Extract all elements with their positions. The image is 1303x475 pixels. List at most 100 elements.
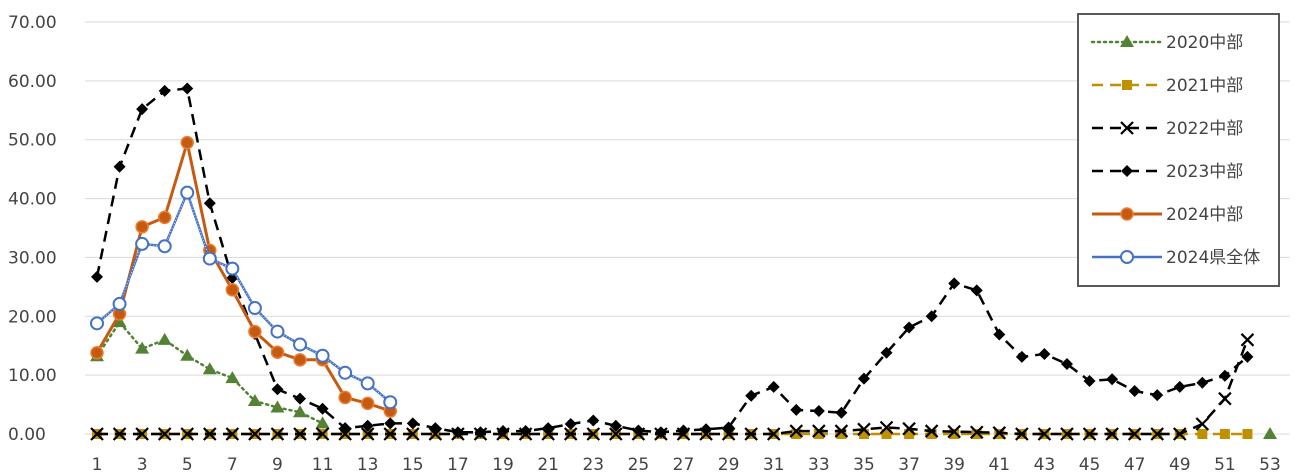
data-point [790,403,803,416]
data-point [970,284,983,297]
x-tick-label: 19 [492,455,514,475]
data-point [947,424,961,439]
series-lines [90,82,1277,441]
data-point [904,429,915,439]
data-point [1195,417,1210,431]
y-tick-label: 60.00 [8,72,57,92]
y-axis-tick-labels: 0.00 10.00 20.00 30.00 40.00 50.00 60.00 70.00 [8,13,57,445]
legend-marker [1120,121,1134,135]
legend-label: 2021中部 [1166,76,1243,96]
legend-item: 2022中部 [1092,119,1243,139]
data-point [812,405,825,418]
data-point [270,427,285,441]
data-point [113,160,126,173]
series-line [95,87,1249,434]
data-point [1037,427,1052,441]
data-point [903,321,916,334]
data-point [406,417,419,430]
data-point [677,424,690,437]
x-tick-label: 31 [763,455,785,475]
data-point [90,427,104,441]
x-tick-label: 51 [1214,455,1236,475]
data-point [1038,347,1051,360]
data-point [813,429,824,439]
data-point [316,402,329,415]
data-point [429,422,442,435]
data-point [879,420,894,435]
data-point [1240,333,1255,347]
data-point [564,417,577,430]
data-point [293,337,308,352]
data-point [926,429,937,439]
data-point [383,395,398,410]
data-point [293,405,308,418]
data-point [609,427,623,441]
data-point [315,427,330,441]
data-point [203,197,216,210]
data-point [225,261,240,276]
x-tick-label: 41 [988,455,1010,475]
data-point [812,424,826,438]
data-point [248,324,262,339]
data-point [360,376,375,391]
data-point [1150,427,1164,441]
data-point [721,427,736,441]
data-point [992,426,1007,440]
y-tick-label: 70.00 [8,13,57,33]
y-tick-label: 50.00 [8,131,57,151]
x-tick-label: 27 [673,455,695,475]
data-point [632,424,645,437]
data-point [1218,391,1232,406]
data-point [902,421,916,436]
data-point [180,185,195,200]
y-tick-label: 20.00 [8,307,57,327]
data-point [180,348,195,361]
data-point [157,332,172,345]
legend-marker [1121,165,1133,177]
data-point [338,390,352,405]
data-point [1106,373,1119,386]
data-point [1218,369,1231,382]
data-point [225,427,240,441]
data-point [1015,427,1029,441]
data-point [338,365,353,380]
data-point [587,414,600,427]
data-point [360,427,375,441]
legend-item: 2024県全体 [1092,248,1260,268]
data-point [609,419,622,432]
data-point [136,103,149,116]
data-point [248,427,262,441]
data-point [586,427,601,441]
x-tick-label: 37 [898,455,920,475]
legend-marker [1120,250,1134,264]
x-tick-label: 45 [1079,455,1101,475]
x-axis-tick-labels: 1 3 5 7 9 11 13 15 17 19 21 23 25 27 29 31 33 35 37 39 41 43 4… [92,455,1281,475]
data-point [339,422,352,435]
data-point [1196,376,1209,389]
data-point [1173,380,1186,393]
data-point [1060,427,1074,441]
data-point [112,427,127,441]
data-point [293,427,307,441]
data-point [270,400,285,413]
legend-label: 2022中部 [1166,119,1243,139]
x-tick-label: 13 [357,455,379,475]
data-point [971,429,982,439]
data-point [157,239,172,254]
legend: 2020中部 2021中部 2022中部 2023中部 2024中部 2024県全体 [1077,13,1280,287]
data-point [112,296,127,311]
data-point [271,383,284,396]
data-point [294,392,307,405]
data-point [90,316,104,331]
data-point [135,220,149,234]
data-point [202,362,217,375]
gridlines [85,21,1290,435]
data-point [924,424,939,438]
data-point [361,419,374,432]
data-point [767,380,780,393]
data-point [181,82,194,95]
data-point [835,406,848,419]
legend-marker [1120,207,1134,221]
data-point [881,429,892,439]
data-point [880,346,893,359]
